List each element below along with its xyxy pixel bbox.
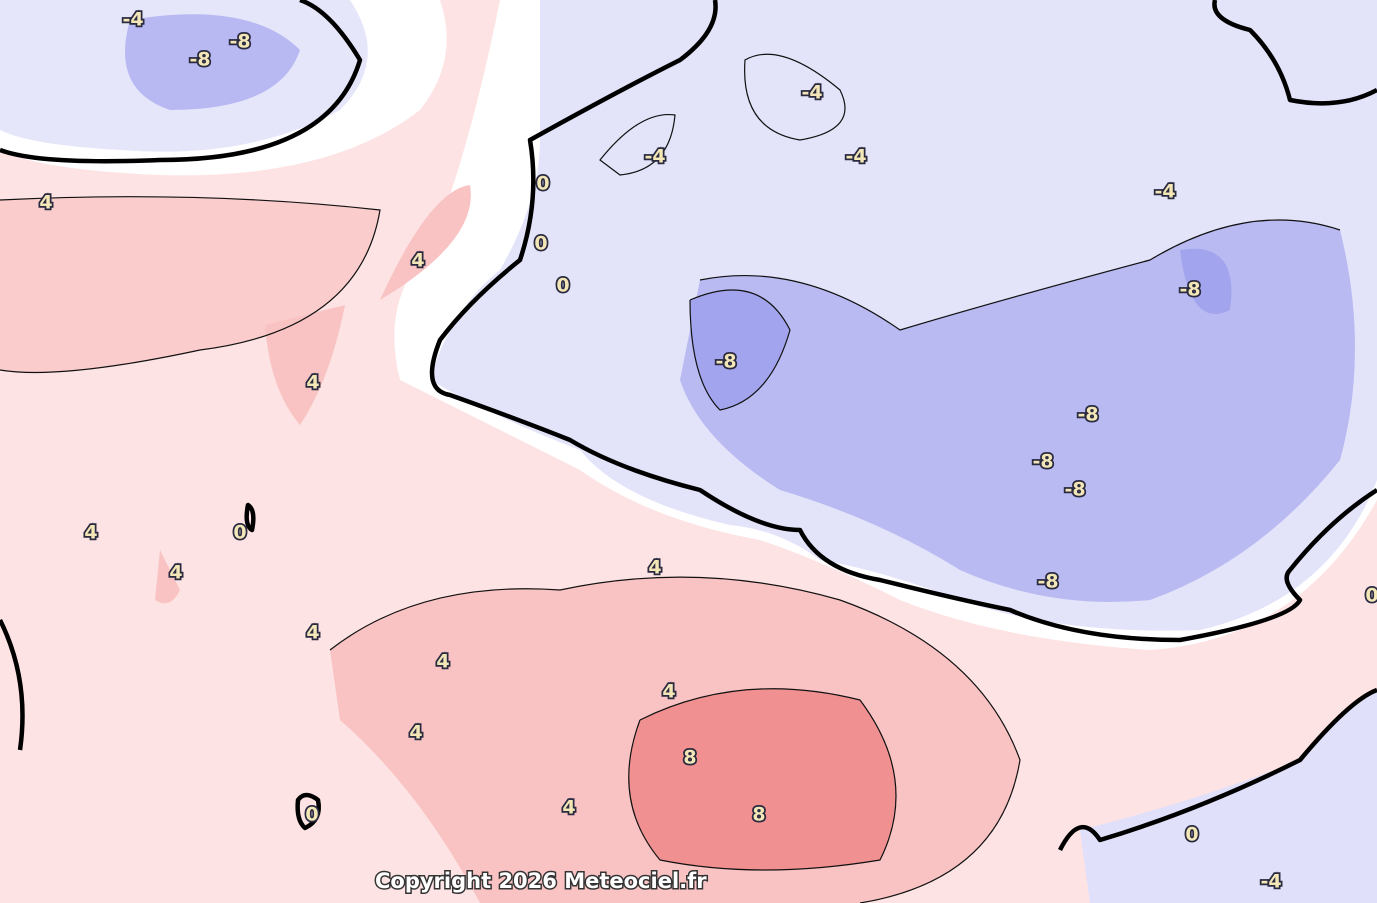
zero-contour <box>1212 0 1377 106</box>
contour-label: -4 <box>1154 181 1175 203</box>
warm-zone <box>628 688 896 870</box>
contour-label: 0 <box>1365 585 1377 607</box>
contour-label: 8 <box>752 804 765 826</box>
contour-label: -8 <box>1032 451 1053 473</box>
warm-zone <box>380 185 471 300</box>
contour-label: 4 <box>562 797 575 819</box>
contour-label: 4 <box>409 722 422 744</box>
cold-zone <box>1180 248 1232 314</box>
contour-label: -8 <box>189 49 210 71</box>
zero-contour <box>0 618 25 751</box>
warm-zone <box>265 305 345 425</box>
contour-line <box>628 688 897 871</box>
warm-zone <box>155 550 180 604</box>
cold-zone <box>1080 690 1377 903</box>
contour-label: 0 <box>1185 824 1198 846</box>
contour-line <box>744 53 846 141</box>
contour-line <box>699 219 1341 331</box>
zero-contour <box>295 792 321 831</box>
contour-label: 4 <box>436 651 449 673</box>
contour-label: 4 <box>306 372 319 394</box>
contour-label: 0 <box>534 233 547 255</box>
contour-label: 0 <box>305 804 318 826</box>
contour-label: 0 <box>556 275 569 297</box>
contour-label: -8 <box>1077 404 1098 426</box>
contour-label: -8 <box>1064 479 1085 501</box>
contour-label: 4 <box>84 522 97 544</box>
contour-label: -8 <box>229 31 250 53</box>
contour-line <box>689 289 791 411</box>
contour-label: -4 <box>1260 871 1281 893</box>
zero-contour <box>244 502 256 533</box>
warm-zone <box>0 196 380 373</box>
contour-label: -4 <box>122 9 143 31</box>
zero-contour <box>1057 687 1377 852</box>
contour-label: 0 <box>233 522 246 544</box>
contour-label: 4 <box>662 681 675 703</box>
contour-label: 4 <box>306 622 319 644</box>
contour-label: 4 <box>411 250 424 272</box>
copyright: Copyright 2026 Meteociel.fr <box>375 869 707 893</box>
contour-label: 8 <box>683 747 696 769</box>
contour-label: -4 <box>644 146 665 168</box>
zero-contour <box>429 0 1377 643</box>
contour-label: -8 <box>1037 571 1058 593</box>
contour-label: -8 <box>1179 279 1200 301</box>
contour-label: 0 <box>536 173 549 195</box>
contour-label: -8 <box>715 351 736 373</box>
contour-label: 4 <box>39 192 52 214</box>
contour-label: -4 <box>845 146 866 168</box>
contour-label: 4 <box>648 557 661 579</box>
contour-line <box>599 113 676 176</box>
contour-line <box>329 576 1021 903</box>
cold-zone <box>125 14 300 111</box>
contour-label: -4 <box>801 82 822 104</box>
cold-zone <box>680 220 1355 602</box>
contour-line <box>0 196 381 374</box>
cold-zone <box>690 290 790 410</box>
zero-contour <box>0 0 363 164</box>
contour-label: 4 <box>169 562 182 584</box>
